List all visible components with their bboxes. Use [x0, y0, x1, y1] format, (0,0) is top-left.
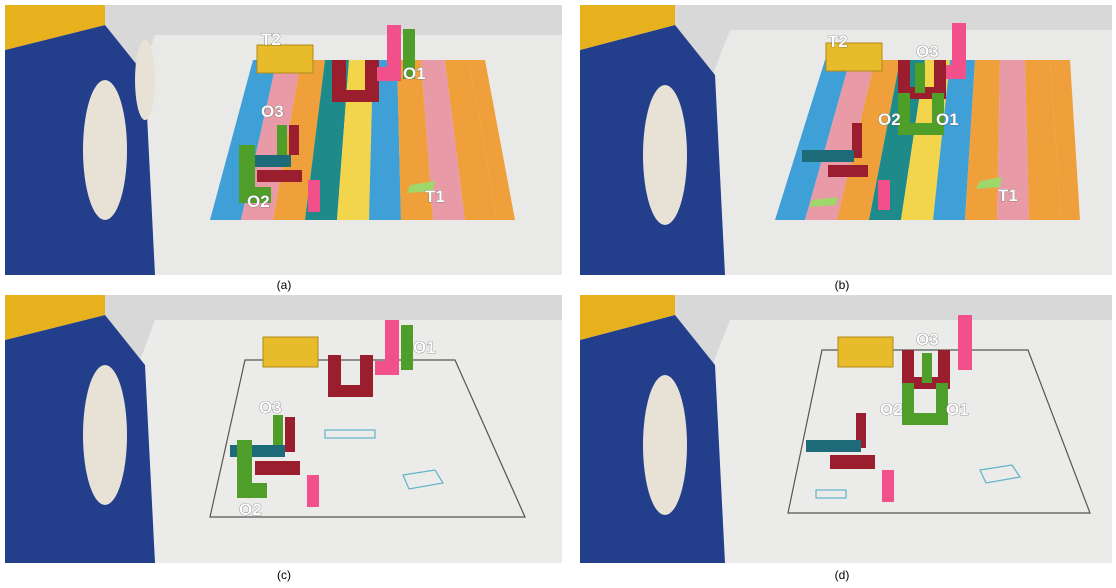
svg-text:O2: O2: [247, 192, 270, 211]
svg-text:O2: O2: [880, 400, 903, 419]
svg-text:O1: O1: [413, 338, 436, 357]
caption-a: (a): [276, 278, 292, 292]
svg-text:T1: T1: [425, 187, 445, 206]
svg-text:O1: O1: [403, 64, 426, 83]
panel-a: T2 O1 O3 O2 T1: [5, 5, 562, 275]
svg-text:O3: O3: [261, 102, 284, 121]
caption-b: (b): [834, 278, 850, 292]
svg-text:O3: O3: [916, 330, 939, 349]
svg-text:O2: O2: [878, 110, 901, 129]
svg-text:O2: O2: [239, 500, 262, 519]
svg-text:T2: T2: [828, 32, 848, 51]
svg-text:O1: O1: [936, 110, 959, 129]
panel-d: O3 O2 O1: [580, 295, 1112, 563]
svg-text:O1: O1: [946, 400, 969, 419]
svg-text:O3: O3: [259, 398, 282, 417]
caption-d: (d): [834, 568, 850, 582]
panel-b: T2 O3 O2 O1 T1: [580, 5, 1112, 275]
svg-text:T1: T1: [998, 186, 1018, 205]
caption-c: (c): [277, 568, 291, 582]
svg-text:O3: O3: [916, 42, 939, 61]
panel-c: O1 O3 O2: [5, 295, 562, 563]
label-t2: T2: [261, 30, 281, 49]
